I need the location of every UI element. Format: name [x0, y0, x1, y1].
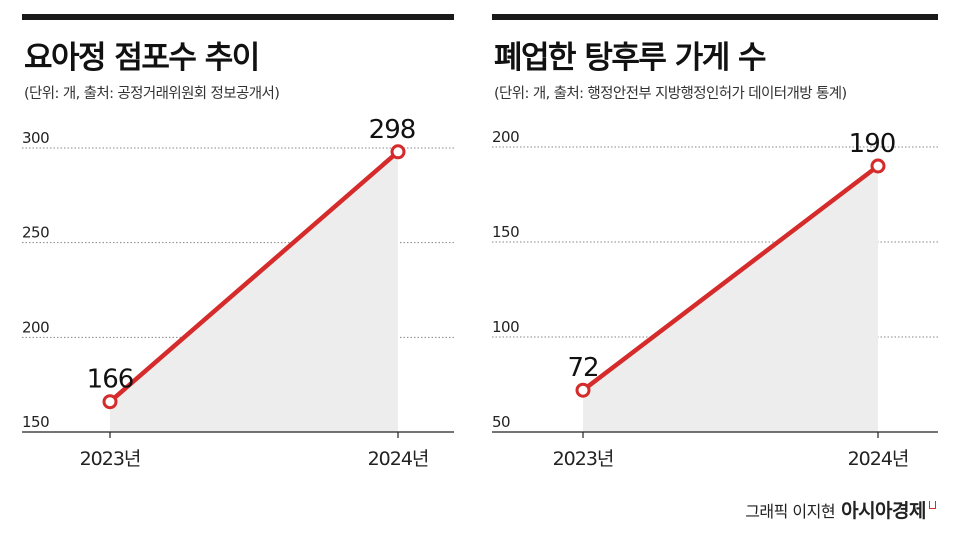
panel-top-bar — [492, 14, 938, 20]
data-label: 72 — [567, 353, 598, 383]
data-label: 190 — [849, 129, 896, 159]
y-tick-label: 200 — [22, 318, 49, 336]
data-point — [870, 158, 886, 174]
y-tick-label: 150 — [492, 223, 519, 241]
area-fill — [110, 151, 398, 432]
graphic-credit: 그래픽 이지현 아시아경제 — [745, 496, 936, 523]
y-tick-label: 50 — [492, 413, 510, 431]
chart-subtitle: (단위: 개, 출처: 행정안전부 지방행정인허가 데이터개방 통계) — [494, 86, 847, 102]
brand-mark-icon — [929, 501, 936, 509]
data-point — [102, 394, 118, 410]
closed-stores-chart: 50 100 150 200 72 2023년 190 2024년 — [492, 128, 938, 470]
chart-panel-store-count: 요아정 점포수 추이 (단위: 개, 출처: 공정거래위원회 정보공개서) 15… — [22, 0, 454, 470]
store-count-chart: 150 200 250 300 166 2023년 298 2024년 — [22, 115, 454, 470]
x-tick-label: 2024년 — [848, 448, 909, 470]
data-label: 298 — [369, 115, 416, 145]
chart-subtitle: (단위: 개, 출처: 공정거래위원회 정보공개서) — [24, 86, 280, 102]
credit-author: 그래픽 이지현 — [745, 502, 836, 521]
series-line — [107, 149, 401, 404]
y-tick-label: 250 — [22, 224, 49, 242]
y-tick-label: 100 — [492, 318, 519, 336]
y-tick-label: 200 — [492, 128, 519, 146]
y-tick-label: 300 — [22, 129, 49, 147]
data-point — [575, 382, 591, 398]
panel-top-bar — [22, 14, 454, 20]
series-line — [580, 163, 881, 393]
x-tick-label: 2023년 — [80, 448, 141, 470]
data-point — [390, 144, 406, 160]
chart-title: 요아정 점포수 추이 — [24, 40, 260, 76]
x-tick-label: 2023년 — [553, 448, 614, 470]
brand-logo: 아시아경제 — [841, 500, 926, 522]
chart-panel-closed-stores: 폐업한 탕후루 가게 수 (단위: 개, 출처: 행정안전부 지방행정인허가 데… — [492, 0, 938, 470]
chart-title: 폐업한 탕후루 가게 수 — [494, 40, 767, 76]
y-tick-label: 150 — [22, 413, 49, 431]
area-fill — [583, 166, 878, 432]
x-tick-label: 2024년 — [368, 448, 429, 470]
data-label: 166 — [87, 365, 134, 395]
